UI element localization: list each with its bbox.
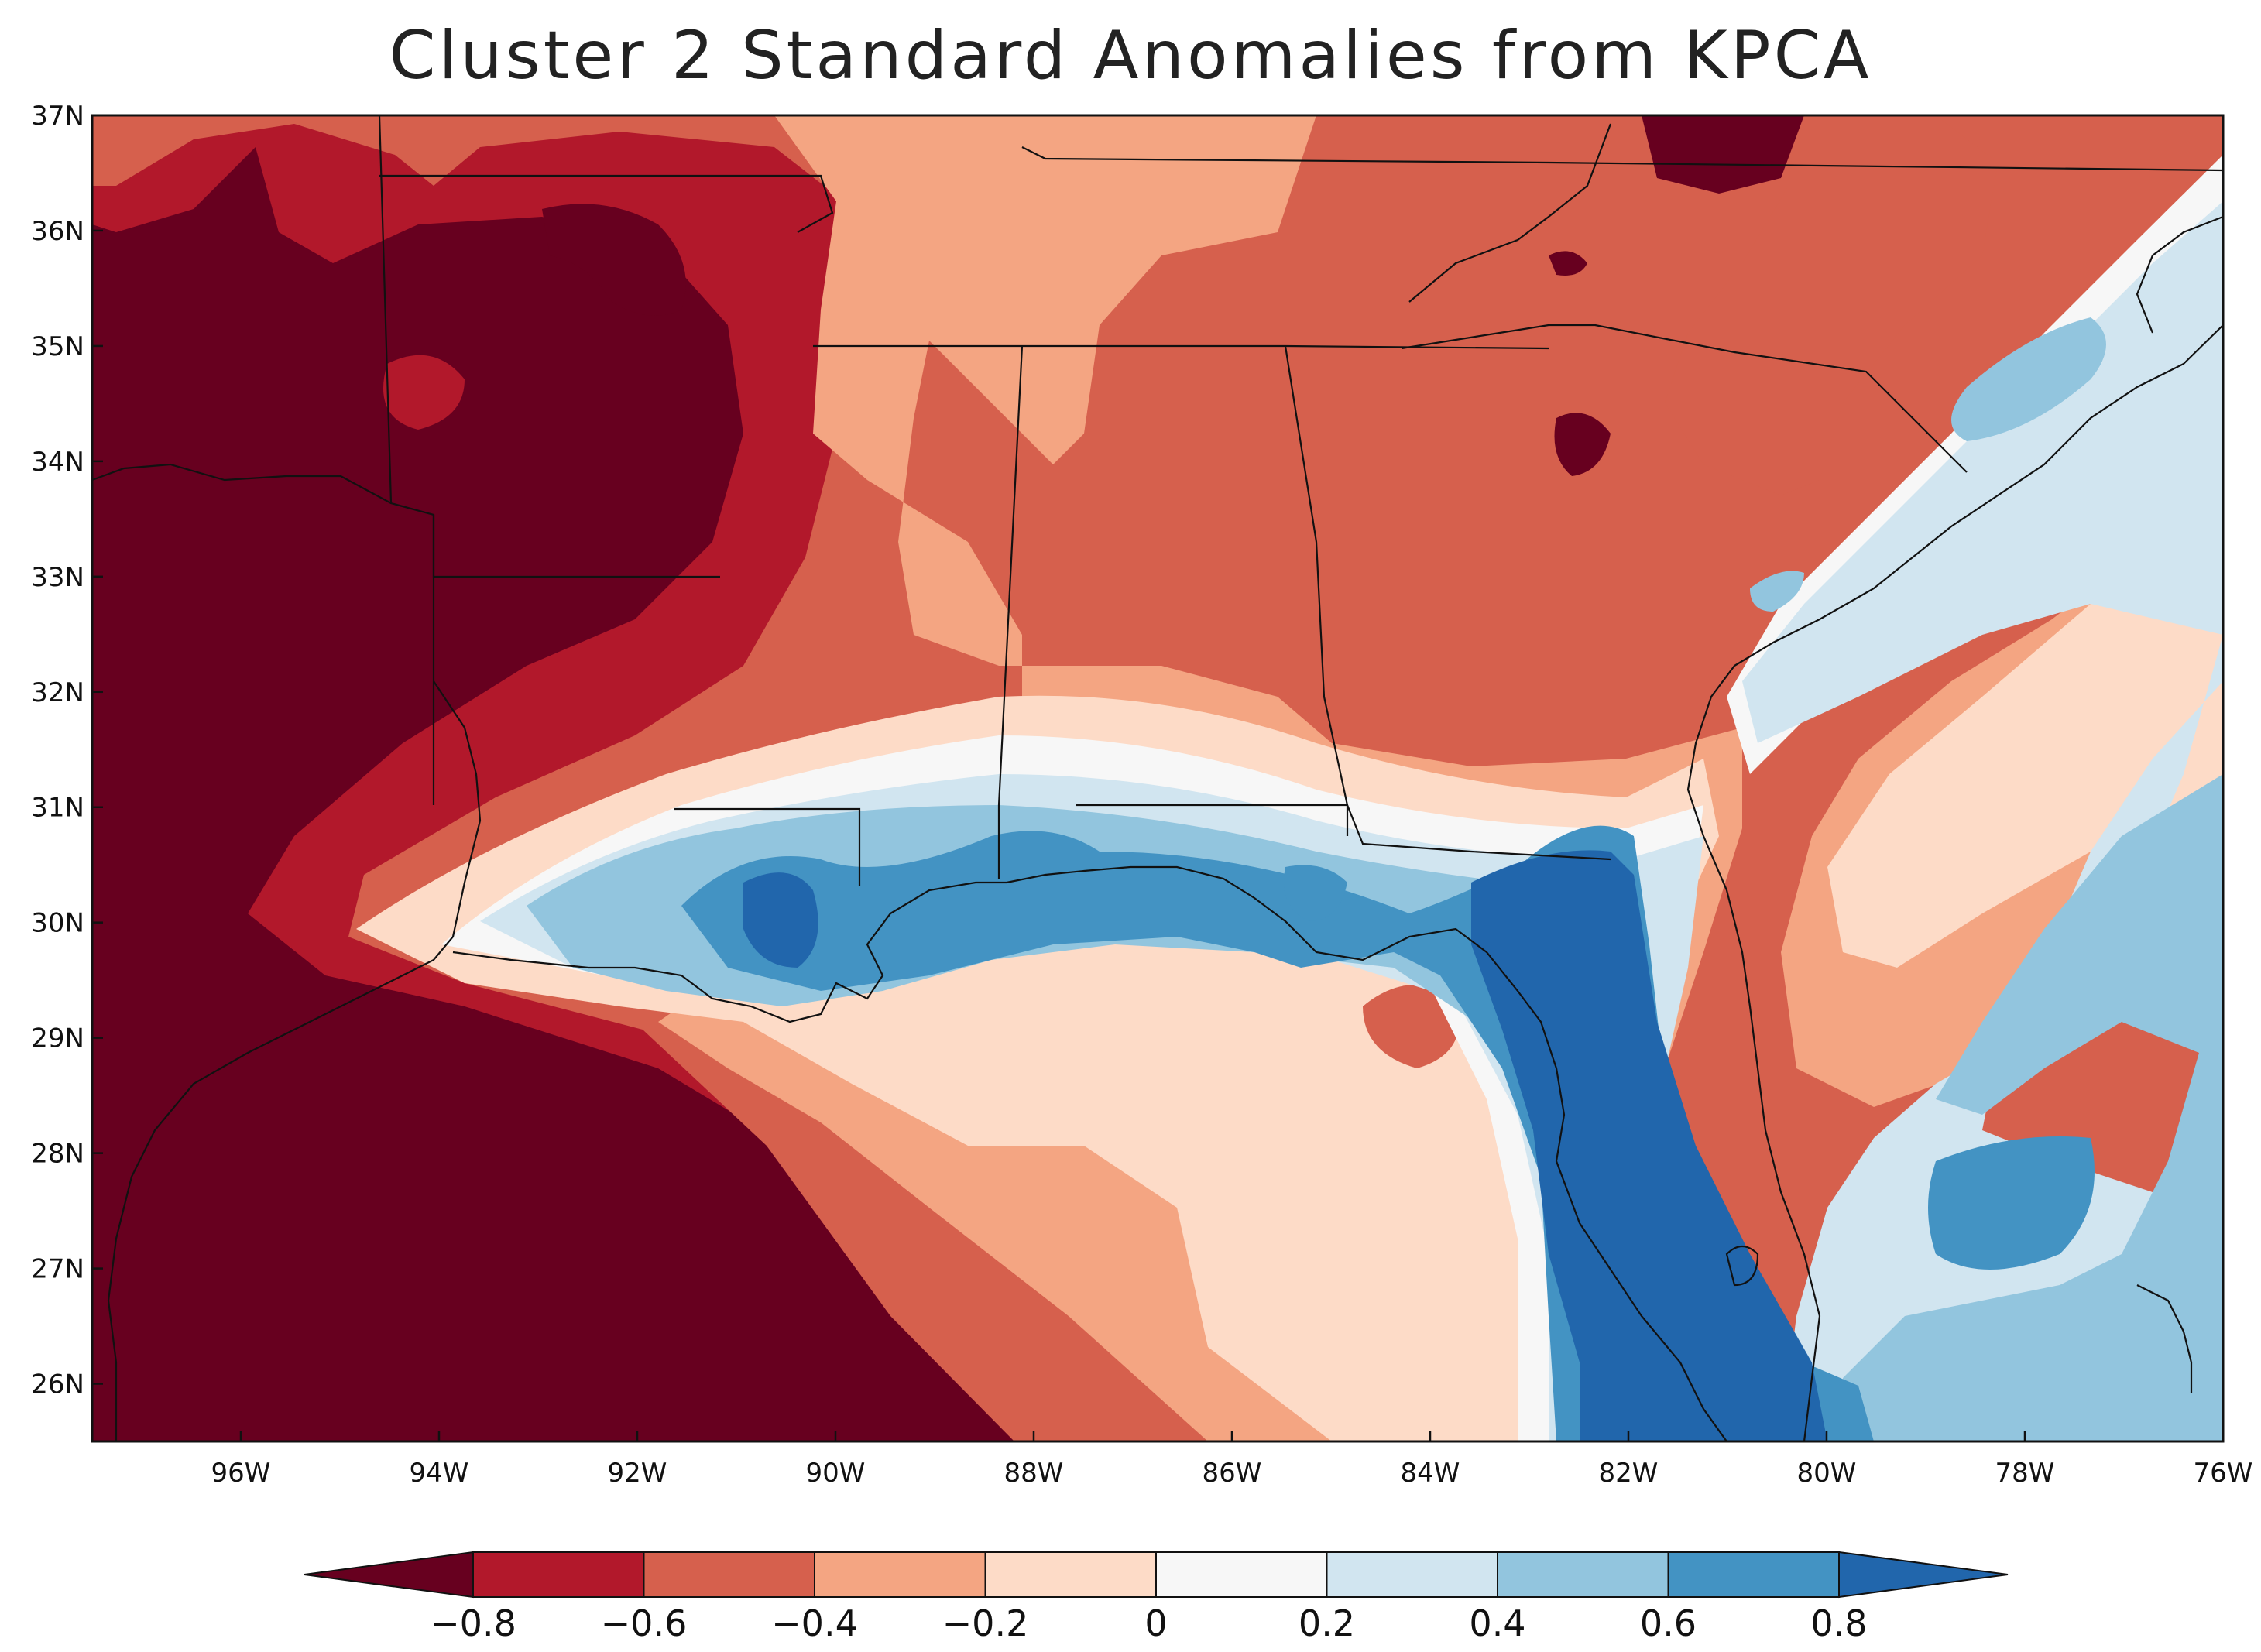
coastline [92,215,2223,1441]
map-title: Cluster 2 Standard Anomalies from KPCA [389,17,1872,94]
colorbar-label: 0.4 [1469,1602,1525,1644]
y-tick-label: 32N [31,677,84,708]
y-tick-label: 34N [31,447,84,478]
colorbar-swatch [984,1551,1157,1598]
colorbar-swatch [1497,1551,1669,1598]
x-tick-label: 86W [1203,1458,1262,1489]
x-axis: 96W 94W 92W 90W 88W 86W 84W 82W 80W 78W 76W [211,1431,2253,1489]
x-tick-label: 84W [1401,1458,1460,1489]
y-tick-label: 29N [31,1023,84,1054]
y-tick-label: 30N [31,908,84,939]
y-tick-label: 26N [31,1369,84,1400]
colorbar-label: 0.6 [1640,1602,1697,1644]
state-boundaries [378,115,2223,886]
x-tick-label: 76W [2194,1458,2253,1489]
colorbar-label: −0.4 [771,1602,858,1644]
plot-frame [91,114,2225,1443]
x-tick-label: 88W [1004,1458,1064,1489]
y-tick-label: 37N [31,101,84,132]
colorbar-swatch [1155,1551,1328,1598]
y-tick-label: 36N [31,216,84,247]
colorbar-label: −0.8 [430,1602,516,1644]
colorbar-label: 0.8 [1810,1602,1867,1644]
colorbar-extend-low [304,1551,474,1599]
y-tick-label: 35N [31,331,84,362]
colorbar-swatch [814,1551,986,1598]
colorbar-label: −0.2 [942,1602,1029,1644]
y-tick-label: 31N [31,793,84,824]
x-tick-label: 78W [1995,1458,2055,1489]
colorbar-label: −0.6 [601,1602,688,1644]
colorbar-extend-high [1838,1551,2009,1599]
colorbar-label: 0.2 [1299,1602,1355,1644]
y-axis: 37N 36N 35N 34N 33N 32N 31N 30N 29N 28N 27N 26N [31,101,103,1400]
colorbar-swatch [1326,1551,1498,1598]
x-tick-label: 90W [806,1458,866,1489]
colorbar-swatch [472,1551,645,1598]
y-tick-label: 28N [31,1139,84,1170]
anomaly-field [92,115,2223,1441]
x-tick-label: 94W [410,1458,469,1489]
y-tick-label: 27N [31,1254,84,1285]
colorbar-swatch [1667,1551,1840,1598]
x-tick-label: 80W [1797,1458,1857,1489]
colorbar-swatch [643,1551,815,1598]
x-tick-label: 82W [1599,1458,1659,1489]
y-tick-label: 33N [31,562,84,593]
colorbar-label: 0 [1144,1602,1167,1644]
x-tick-label: 92W [608,1458,667,1489]
x-tick-label: 96W [211,1458,271,1489]
colorbar: −0.8 −0.6 −0.4 −0.2 0 0.2 0.4 0.6 0.8 [304,1551,2009,1644]
